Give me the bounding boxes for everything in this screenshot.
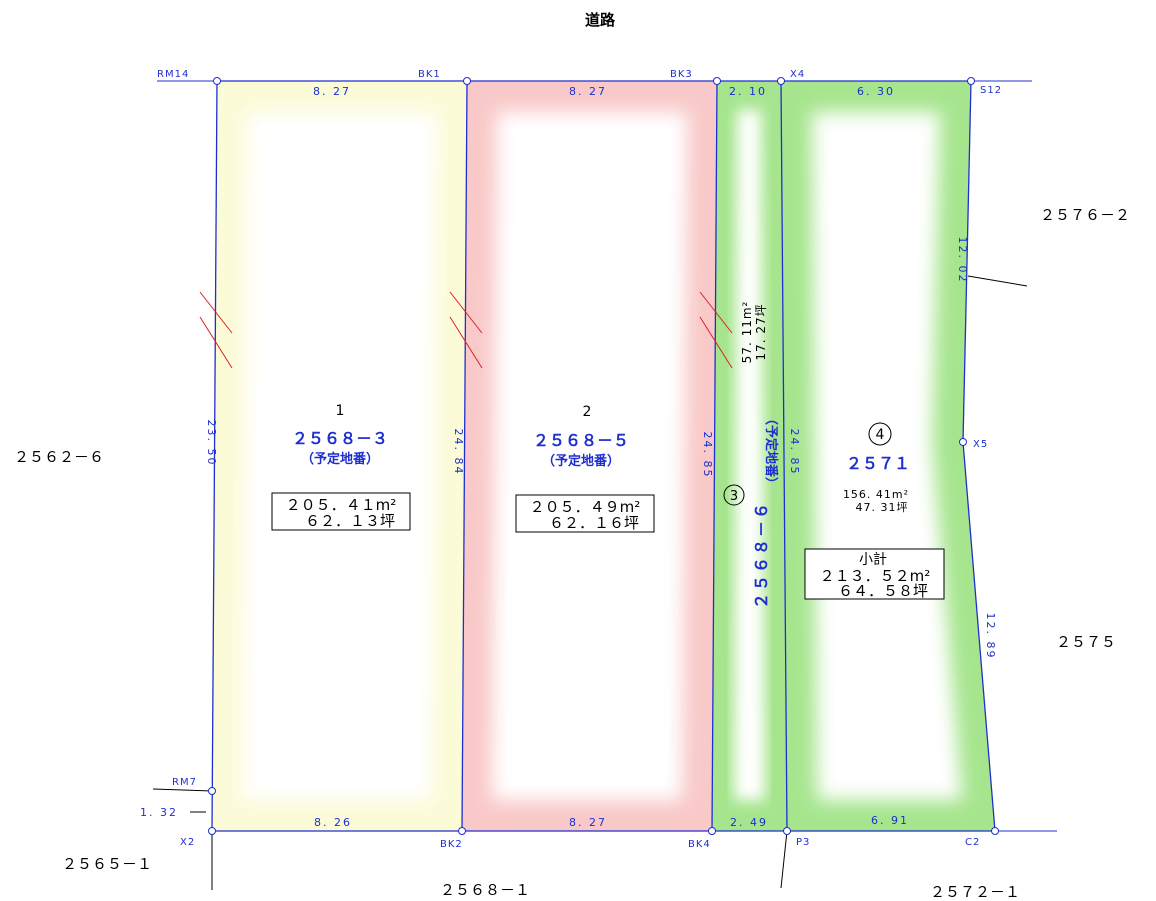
dim-lot2-bottom: 8. 27 (569, 816, 607, 829)
point-s12-marker (967, 77, 975, 85)
lot2-area-m2: ２０５．４９m² (530, 498, 641, 516)
dim-lot3-bottom: 2. 49 (730, 816, 768, 829)
lot4-area-tsubo: 47. 31坪 (856, 501, 909, 514)
lot1-inner (242, 112, 437, 800)
point-bk3: BK3 (670, 69, 693, 80)
lot1-area-m2: ２０５．４１m² (286, 496, 397, 514)
point-p3-marker (783, 827, 791, 835)
lot3-area-m2: 57. 11m² (740, 301, 754, 364)
subtotal-title: 小計 (859, 552, 887, 568)
neighbor-bottom-left: ２５６５－１ (62, 855, 152, 873)
lot2-note: （予定地番） (542, 453, 620, 469)
point-rm14-marker (213, 77, 221, 85)
point-bk3-marker (713, 77, 721, 85)
point-s12: S12 (980, 85, 1002, 96)
dim-lot1-bottom: 8. 26 (314, 816, 352, 829)
point-bk4: BK4 (688, 839, 711, 850)
boundaries (211, 80, 996, 832)
point-c2-marker (991, 827, 999, 835)
dimensions: 8. 27 8. 27 2. 10 6. 30 8. 26 8. 27 2. 4… (140, 85, 997, 829)
lot1-number: 1 (336, 403, 345, 419)
neighbor-bottom-right: ２５７２－１ (930, 883, 1020, 901)
dim-right-upper: 12. 02 (956, 237, 969, 284)
dim-left-side: 23. 50 (205, 420, 218, 467)
neighbor-right: ２５７５ (1056, 633, 1116, 651)
road-label: 道路 (585, 11, 616, 29)
lot4-parcel: ２５７１ (846, 454, 910, 473)
point-x4-marker (777, 77, 785, 85)
lot3-parcel: ２５６８－６ (752, 501, 771, 609)
dim-offset: 1. 32 (140, 806, 178, 819)
lot2-number: 2 (583, 404, 592, 420)
lot3-number: 3 (730, 489, 738, 504)
survey-points (208, 77, 999, 835)
dim-lot2-top: 8. 27 (569, 85, 607, 98)
point-x2-marker (208, 827, 216, 835)
subtotal: 小計 ２１３．５２m² ６４．５８坪 (804, 548, 945, 600)
lot-fills (212, 81, 995, 831)
lot2-area-tsubo: ６２．１６坪 (549, 514, 639, 532)
point-bk1: BK1 (418, 69, 441, 80)
extension-lines (157, 80, 1057, 832)
subtotal-area-m2: ２１３．５２m² (820, 567, 931, 585)
lot1-area-box (271, 492, 411, 531)
dim-right-lower: 12. 89 (984, 613, 997, 660)
lot4: 4 ２５７１ 156. 41m² 47. 31坪 (843, 422, 910, 514)
point-bk2-marker (458, 827, 466, 835)
lot3-note: （予定地番） (763, 412, 779, 490)
dim-lot1-2-line: 24. 84 (452, 429, 465, 476)
dim-lot4-bottom: 6. 91 (871, 814, 909, 827)
lot1: 1 ２５６８－３ （予定地番） ２０５．４１m² ６２．１３坪 (271, 403, 411, 531)
point-p3: P3 (796, 837, 810, 848)
lot3-inner (734, 110, 765, 800)
point-bk2: BK2 (440, 839, 463, 850)
subtotal-box (804, 548, 945, 600)
lot2-parcel: ２５６８－５ (533, 431, 629, 450)
lot3-number-circle (723, 484, 745, 506)
neighbor-left: ２５６２－６ (14, 448, 104, 466)
point-bk4-marker (708, 827, 716, 835)
subtotal-area-tsubo: ６４．５８坪 (838, 582, 928, 600)
lot3: 3 ２５６８－６ （予定地番） 57. 11m² 17. 27坪 (723, 301, 779, 609)
hatch-marks (199, 291, 733, 369)
lot2-inner (492, 112, 687, 800)
dim-lot2-3-line: 24. 85 (701, 432, 714, 479)
lot3-area-tsubo: 17. 27坪 (754, 303, 768, 360)
lot4-number: 4 (876, 427, 885, 443)
lot2: 2 ２５６８－５ （予定地番） ２０５．４９m² ６２．１６坪 (515, 404, 655, 533)
lot2-area-box (515, 494, 655, 533)
lot1-area-tsubo: ６２．１３坪 (305, 512, 395, 530)
neighbor-lines (152, 275, 1028, 890)
point-x5-marker (959, 438, 967, 446)
lot4-area-m2: 156. 41m² (843, 488, 909, 501)
lot1-parcel: ２５６８－３ (292, 429, 388, 448)
dim-lot3-4-line: 24. 85 (788, 429, 801, 476)
dim-lot3-top: 2. 10 (729, 85, 767, 98)
point-x5: X5 (973, 439, 988, 450)
dim-lot4-top: 6. 30 (857, 85, 895, 98)
lot4-number-circle (868, 422, 892, 446)
neighbor-bottom-center: ２５６８－１ (440, 881, 530, 899)
point-rm14: RM14 (157, 69, 189, 80)
dim-lot1-top: 8. 27 (313, 85, 351, 98)
point-rm7: RM7 (172, 777, 197, 788)
lot4-inner (812, 112, 962, 800)
neighbor-top-right: ２５７６－２ (1040, 206, 1130, 224)
point-bk1-marker (463, 77, 471, 85)
point-x2: X2 (180, 837, 195, 848)
point-c2: C2 (965, 837, 980, 848)
point-labels: RM14 BK1 BK3 X4 S12 X5 RM7 X2 BK2 BK4 P3… (157, 69, 1002, 850)
neighbor-parcels: ２５６２－６ ２５７６－２ ２５７５ ２５６５－１ ２５６８－１ ２５７２－１ (14, 206, 1130, 901)
point-x4: X4 (790, 69, 805, 80)
lot1-note: （予定地番） (301, 451, 379, 467)
point-rm7-marker (208, 787, 216, 795)
